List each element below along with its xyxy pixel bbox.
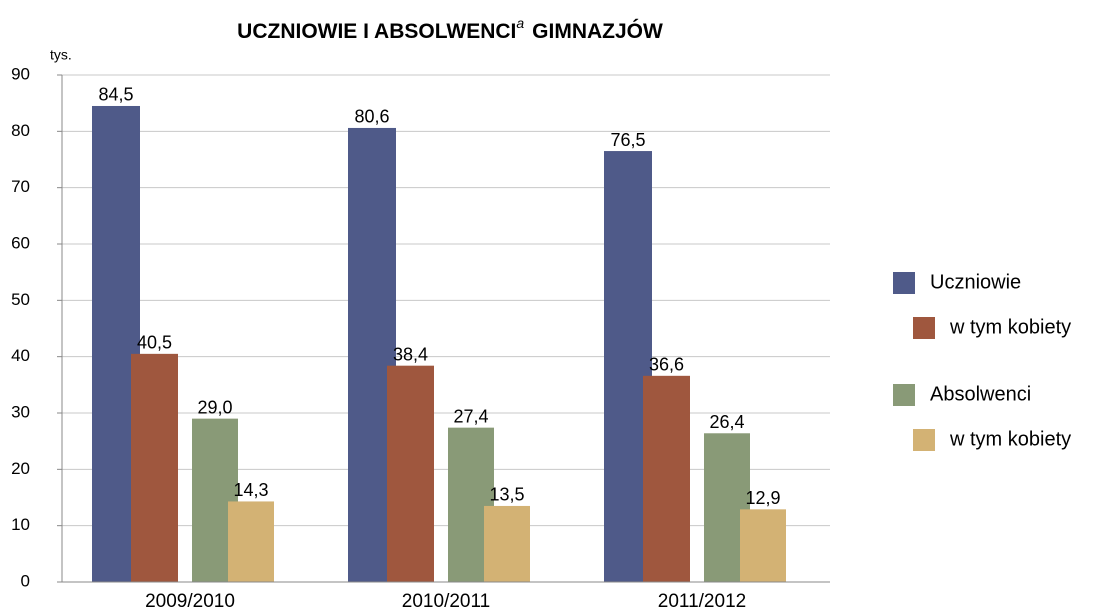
y-tick-label: 10 xyxy=(11,515,30,534)
y-tick-label: 80 xyxy=(11,121,30,140)
data-label: 14,3 xyxy=(233,480,268,500)
legend-label: w tym kobiety xyxy=(949,428,1071,450)
data-label: 26,4 xyxy=(709,412,744,432)
legend-label: Absolwenci xyxy=(930,383,1031,405)
data-label: 36,6 xyxy=(649,355,684,375)
bar xyxy=(484,505,530,582)
chart-title: UCZNIOWIE I ABSOLWENCIa GIMNAZJÓW xyxy=(237,15,663,43)
x-tick-label: 2011/2012 xyxy=(658,591,746,612)
data-label: 13,5 xyxy=(489,485,524,505)
legend-swatch xyxy=(893,272,915,294)
x-tick-label: 2010/2011 xyxy=(402,591,490,612)
bar xyxy=(740,509,786,582)
y-tick-label: 90 xyxy=(11,64,30,83)
title-main: UCZNIOWIE I ABSOLWENCI xyxy=(237,20,516,43)
bar xyxy=(387,365,434,582)
data-label: 40,5 xyxy=(137,333,172,353)
y-tick-label: 70 xyxy=(11,177,30,196)
bar xyxy=(643,375,690,582)
y-tick-label: 30 xyxy=(11,402,30,421)
x-tick-label: 2009/2010 xyxy=(145,591,235,612)
legend-label: w tym kobiety xyxy=(949,316,1071,338)
legend-swatch xyxy=(913,317,935,339)
title-end: GIMNAZJÓW xyxy=(532,19,663,43)
y-tick-label: 40 xyxy=(11,346,30,365)
data-label: 80,6 xyxy=(354,107,389,127)
bar xyxy=(131,353,178,582)
data-label: 27,4 xyxy=(453,406,488,426)
y-tick-label: 60 xyxy=(11,233,30,252)
bar xyxy=(228,501,274,582)
data-label: 38,4 xyxy=(393,344,428,364)
legend-swatch xyxy=(893,384,915,406)
data-label: 76,5 xyxy=(610,130,645,150)
y-axis-label: tys. xyxy=(50,47,72,63)
legend-swatch xyxy=(913,429,935,451)
y-tick-label: 20 xyxy=(11,459,30,478)
data-label: 29,0 xyxy=(197,397,232,417)
data-label: 12,9 xyxy=(745,488,780,508)
title-note: a xyxy=(516,15,524,31)
legend-label: Uczniowie xyxy=(930,271,1021,293)
y-tick-label: 0 xyxy=(21,571,30,590)
data-label: 84,5 xyxy=(98,85,133,105)
y-tick-label: 50 xyxy=(11,290,30,309)
